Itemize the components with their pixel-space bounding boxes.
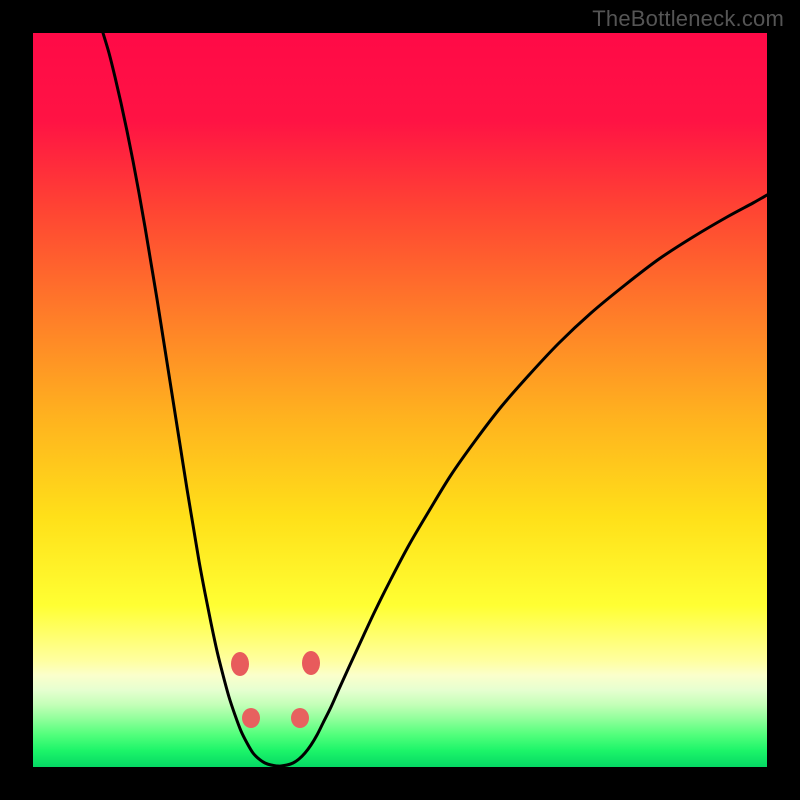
curve-marker [231,652,249,676]
curve-marker [242,708,260,728]
curve-left [103,33,277,766]
curves-layer [33,33,767,767]
chart-container: TheBottleneck.com [0,0,800,800]
curve-marker [302,651,320,675]
plot-area [33,33,767,767]
curve-marker [291,708,309,728]
watermark-text: TheBottleneck.com [592,6,784,32]
markers-group [231,651,320,728]
curve-right [277,195,767,766]
